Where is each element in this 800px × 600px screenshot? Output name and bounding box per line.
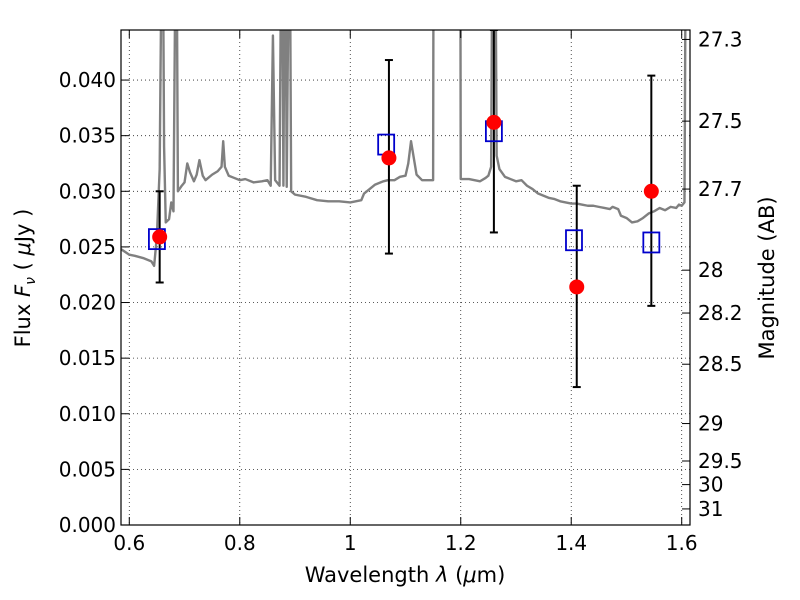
mag-tick-label: 27.3 [698,27,743,51]
y-tick-label: 0.040 [59,68,116,92]
x-axis-title: Wavelength λ (μm) [305,563,506,587]
mag-tick-label: 29.5 [698,449,743,473]
y-tick-label: 0.010 [59,402,116,426]
spectrum-line [121,30,687,268]
grid [121,30,690,526]
x-tick-label: 1.2 [445,531,477,555]
y-tick-label: 0.030 [59,179,116,203]
observed-point [381,150,397,166]
observed-point [152,229,168,245]
mag-tick-label: 30 [698,473,723,497]
mag-tick-label: 28.5 [698,352,743,376]
observed-point [569,279,585,295]
x-tick-label: 1.6 [666,531,698,555]
mag-tick-label: 29 [698,412,723,436]
y-tick-label: 0.000 [59,513,116,537]
x-tick-label: 1 [344,531,357,555]
mag-tick-label: 31 [698,497,723,521]
y-tick-label: 0.020 [59,291,116,315]
spectrum-layer [121,30,687,268]
y-tick-label: 0.025 [59,235,116,259]
y-tick-label: 0.035 [59,124,116,148]
mag-tick-label: 28 [698,258,723,282]
mag-tick-label: 27.7 [698,177,743,201]
point-layer [152,114,659,295]
observed-point [486,114,502,130]
x-tick-label: 1.4 [555,531,587,555]
model-square [565,229,583,252]
y-axis-title: Flux Fν ( μJy ) [11,209,39,348]
tick-labels: 0.6 0.8 1 1.2 1.4 1.6 0.000 0.005 0.010 0.015 0.02… [59,27,743,555]
mag-tick-label: 28.2 [698,301,743,325]
observed-point [643,183,659,199]
y2-axis-title: Magnitude (AB) [755,196,779,359]
x-tick-label: 0.8 [224,531,256,555]
y-tick-label: 0.015 [59,346,116,370]
x-tick-label: 0.6 [113,531,145,555]
errorbar-layer [155,30,656,389]
tick-marks [121,30,690,526]
plot-frame [120,29,691,526]
model-square [642,231,661,254]
square-layer [148,120,661,254]
mag-tick-label: 27.5 [698,109,743,133]
y-tick-label: 0.005 [59,457,116,481]
